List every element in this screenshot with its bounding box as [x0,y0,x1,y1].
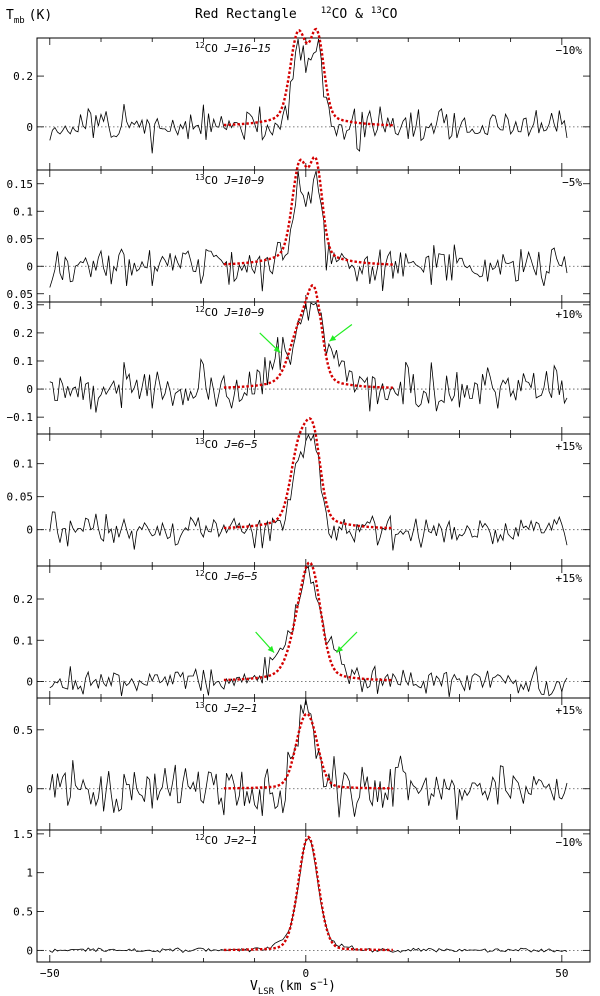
x-tick-label: 50 [555,967,568,980]
wing-arrow-head [336,646,344,653]
y-tick-label: 0 [26,260,33,273]
calibration-label: −10% [556,44,583,57]
calibration-label: +15% [556,440,583,453]
panel-frame [36,301,591,435]
y-tick-label: 0.5 [13,906,33,919]
spectrum-panel-2: 0.05 0 0.05 0.1 0.15 13CO J=10−9 −5% [7,155,591,303]
y-tick-label: 0.2 [13,70,33,83]
transition-label: 12CO J=10−9 [195,305,264,319]
y-tick-label: −0.1 [7,411,34,424]
spectrum-panel-6: 0 0.5 13CO J=2−1 +15% [13,697,591,831]
calibration-label: +10% [556,308,583,321]
y-tick-label: 0 [26,524,33,537]
calibration-label: +15% [556,704,583,717]
y-axis-label: Tmb (K) [6,8,52,26]
transition-label: 12CO J=16−15 [195,41,271,55]
model-fit [223,284,393,389]
y-tick-label: 0.5 [13,724,33,737]
panel-frame [36,829,591,963]
observed-spectrum [49,302,568,413]
y-tick-label: 0.15 [7,178,34,191]
observed-spectrum [49,433,568,551]
y-tick-label: 1 [26,867,33,880]
y-tick-label: 0 [26,944,33,957]
y-tick-label: 0.2 [13,327,33,340]
wing-arrow-head [267,645,275,653]
panel-frame [36,169,591,303]
spectrum-panel-7: 0 0.5 1 1.5 12CO J=2−1 −10% [13,828,591,963]
observed-spectrum [49,698,568,820]
transition-label: 13CO J=2−1 [195,701,258,715]
spectrum-panel-3: −0.1 0 0.1 0.2 0.3 12CO J=10−9 +10% [7,284,591,435]
x-tick-label: 0 [303,967,310,980]
y-tick-label: 0 [26,121,33,134]
y-tick-label: 0.1 [13,458,33,471]
transition-label: 13CO J=10−9 [195,173,264,187]
panel-stack: 0 0.2 12CO J=16−15 −10% 0.05 0 0.05 0.1 0.15 13CO… [7,27,591,980]
figure-title: Red Rectangle 12CO & 13CO [195,6,398,22]
observed-spectrum [49,837,568,953]
y-tick-label: 1.5 [13,828,33,841]
wing-arrow-head [273,346,281,353]
spectrum-panel-5: 0 0.1 0.2 12CO J=6−5 +15% [13,561,591,699]
model-fit [223,417,393,530]
y-tick-label: 0 [26,676,33,689]
y-tick-label: 0.1 [13,205,33,218]
y-tick-label: 0 [26,783,33,796]
y-tick-label: 0.05 [7,233,34,246]
y-tick-label: 0.3 [13,299,33,312]
y-tick-label: 0 [26,383,33,396]
calibration-label: −5% [562,176,582,189]
spectrum-panel-1: 0 0.2 12CO J=16−15 −10% [13,27,591,171]
model-fit [223,155,393,266]
model-fit [223,712,393,790]
transition-label: 12CO J=2−1 [195,833,258,847]
y-tick-label: 0.1 [13,355,33,368]
model-fit [223,561,393,682]
observed-spectrum [49,38,568,154]
model-fit [223,835,393,952]
spectrum-panel-4: 0 0.05 0.1 13CO J=6−5 +15% [7,417,591,567]
calibration-label: +15% [556,572,583,585]
calibration-label: −10% [556,836,583,849]
y-tick-label: 0.05 [7,288,34,301]
x-tick-label: −50 [40,967,60,980]
observed-spectrum [49,170,568,292]
y-tick-label: 0.2 [13,593,33,606]
y-tick-label: 0.1 [13,634,33,647]
y-tick-label: 0.05 [7,491,34,504]
x-axis-label: VLSR (km s−1) [250,978,336,996]
panel-frame [36,433,591,567]
model-fit [223,27,393,127]
wing-arrow-head [329,335,337,342]
transition-label: 12CO J=6−5 [195,569,258,583]
observed-spectrum [49,566,568,698]
transition-label: 13CO J=6−5 [195,437,258,451]
panel-frame [36,37,591,171]
